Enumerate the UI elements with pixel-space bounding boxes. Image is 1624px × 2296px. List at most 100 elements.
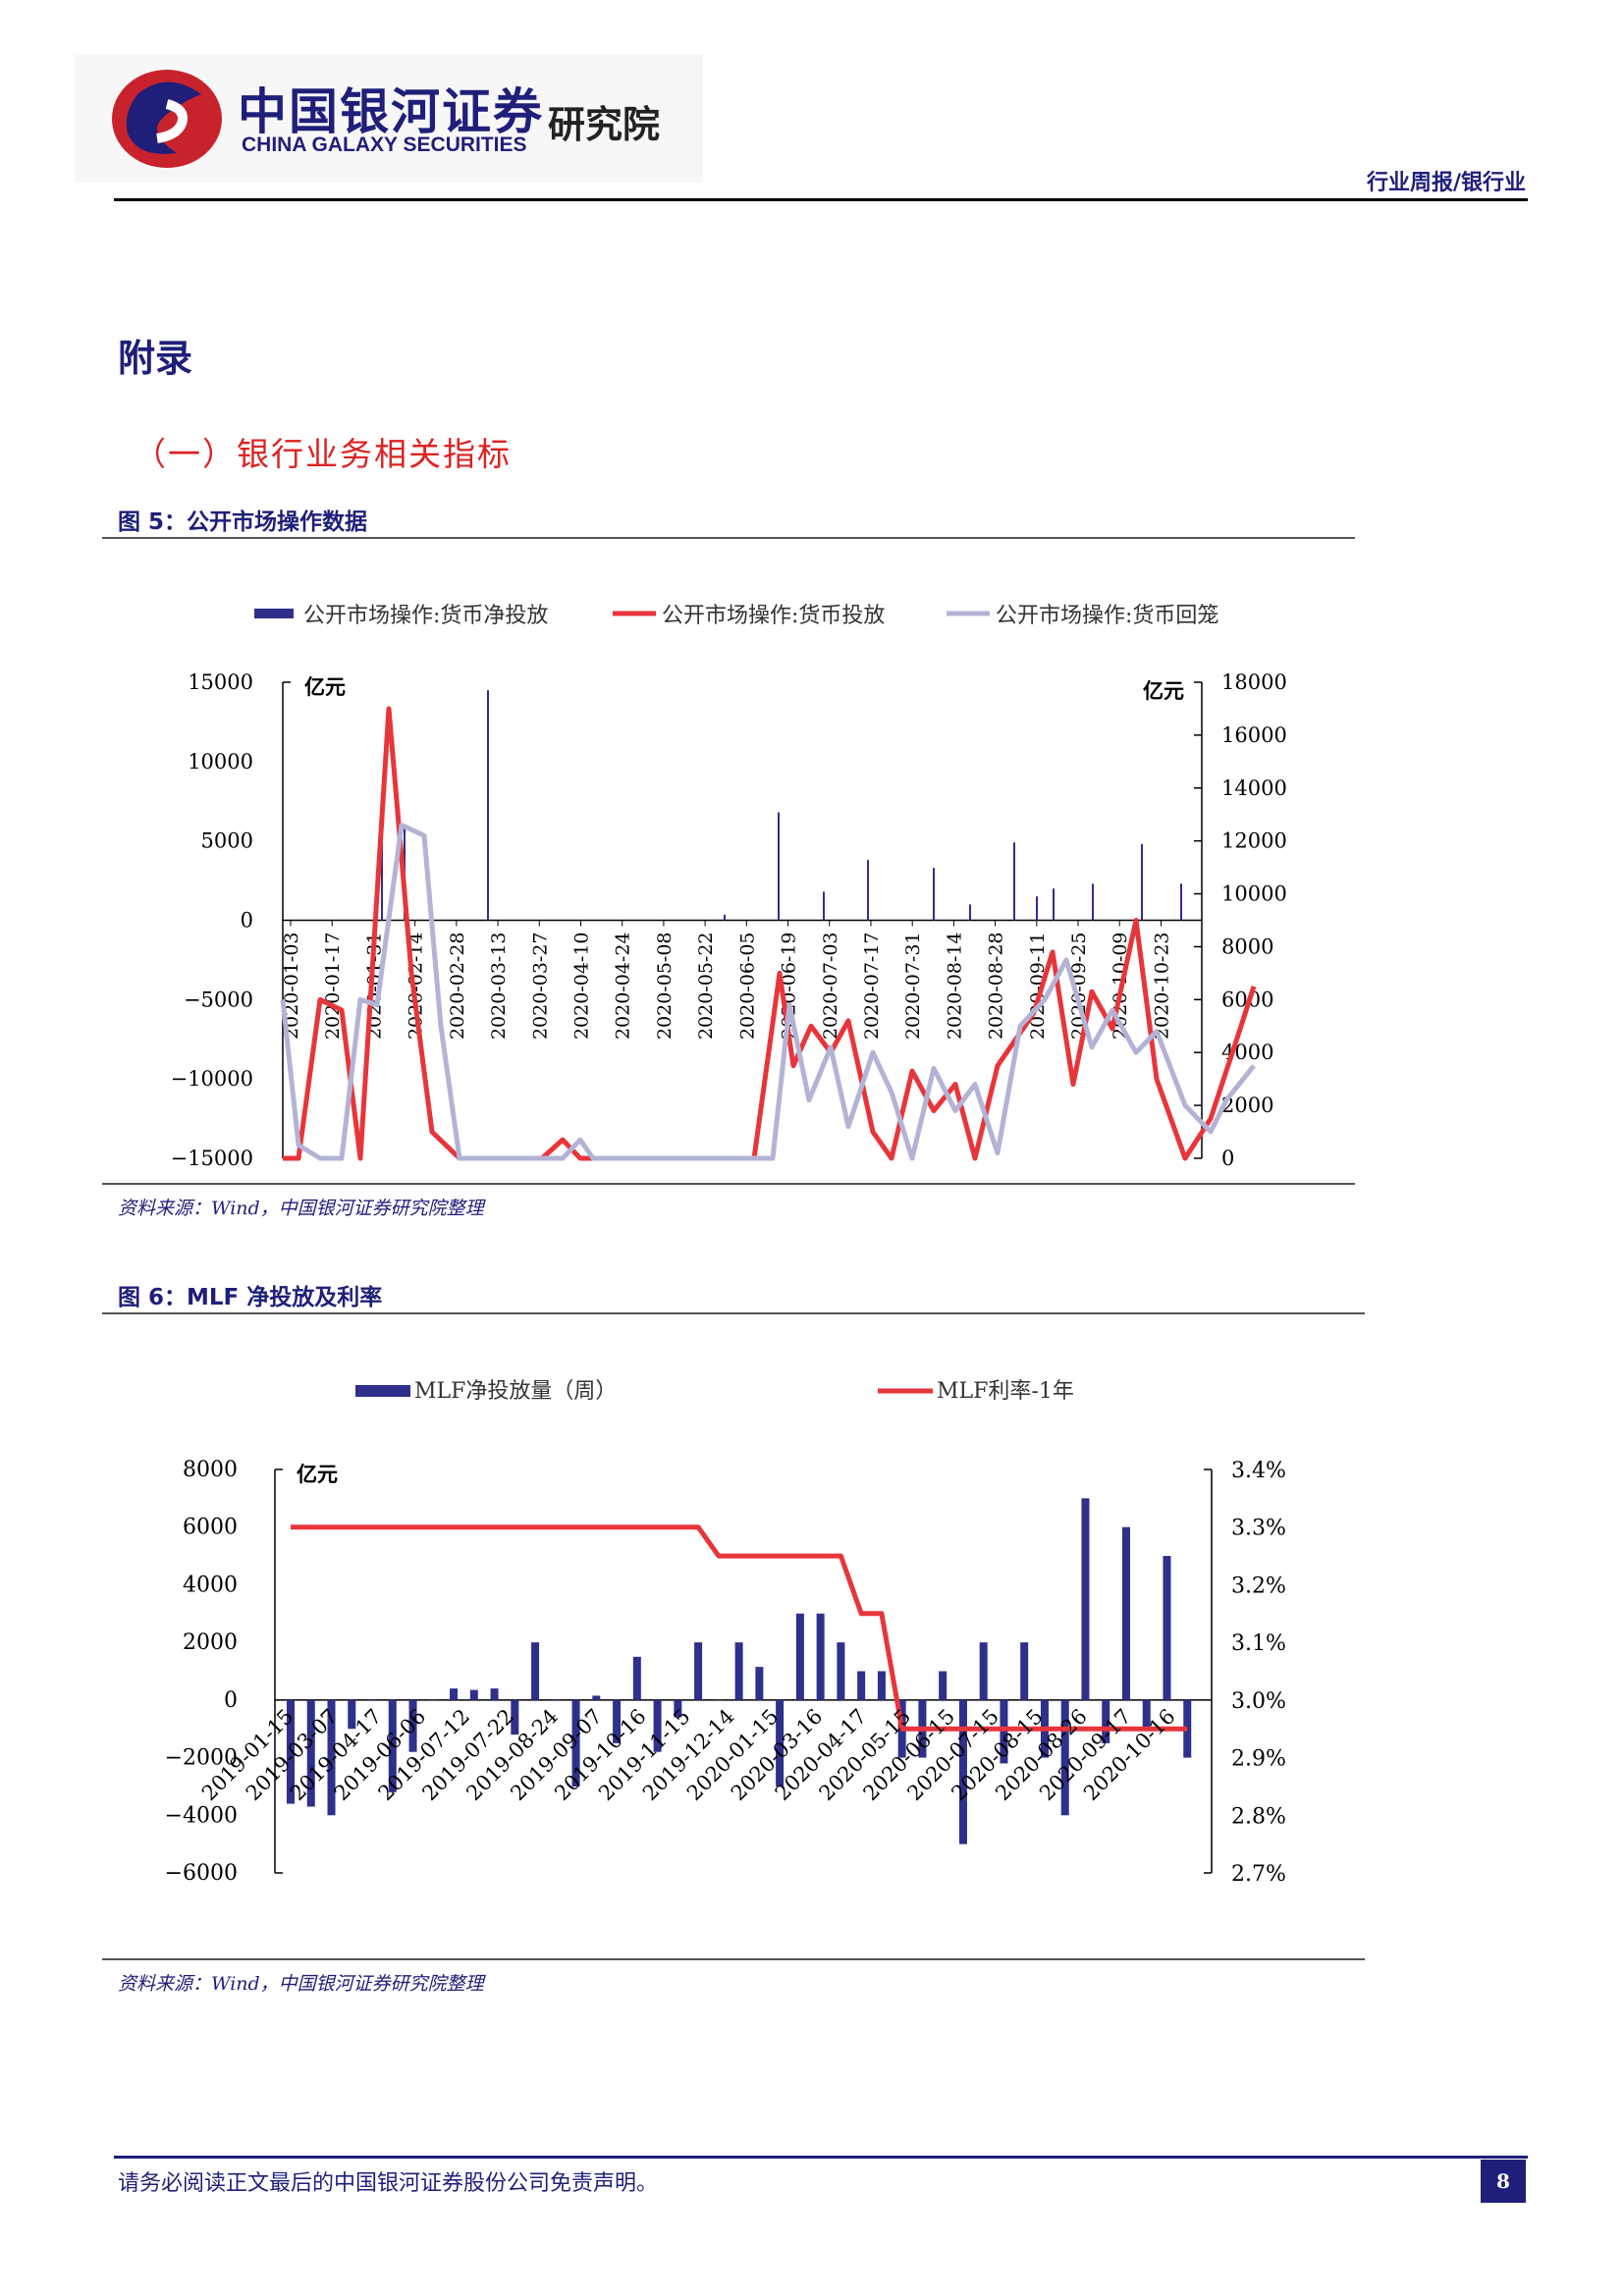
figure-6-title: 图 6：MLF 净投放及利率 bbox=[118, 1285, 383, 1310]
y-tick-right-4: 3.0% bbox=[1231, 1689, 1286, 1714]
series-line-withdrawal bbox=[280, 823, 1256, 1161]
footer-disclaimer: 请务必阅读正文最后的中国银河证券股份公司免责声明。 bbox=[118, 2171, 659, 2196]
y-tick-right-0: 18000 bbox=[1221, 670, 1287, 694]
y-tick-left-1: 10000 bbox=[188, 750, 253, 774]
mlf-bar-0 bbox=[287, 1699, 295, 1804]
mlf-bar-43 bbox=[1163, 1556, 1171, 1700]
x-tick-label-8: 2020-04-24 bbox=[613, 933, 634, 1041]
figure-5-title: 图 5：公开市场操作数据 bbox=[118, 509, 368, 535]
figure-6-top-rule bbox=[102, 1312, 1365, 1314]
mlf-bar-24 bbox=[776, 1699, 785, 1787]
y-tick-right-1: 16000 bbox=[1221, 723, 1287, 747]
y-tick-right-9: 0 bbox=[1221, 1147, 1234, 1170]
mlf-bar-22 bbox=[734, 1642, 743, 1700]
mlf-bar-38 bbox=[1060, 1699, 1069, 1816]
mlf-bar-10 bbox=[490, 1688, 499, 1700]
x-tick-label-14: 2020-07-17 bbox=[861, 933, 883, 1041]
mlf-bar-40 bbox=[1102, 1699, 1110, 1743]
y-tick-left-2: 5000 bbox=[201, 829, 253, 853]
mlf-bar-36 bbox=[1020, 1642, 1029, 1700]
mlf-bar-28 bbox=[857, 1671, 866, 1700]
figure-5-bottom-rule bbox=[102, 1183, 1355, 1185]
x-tick-label-15: 2020-07-31 bbox=[902, 933, 924, 1041]
report-type: 行业周报/银行业 bbox=[1366, 171, 1526, 195]
mlf-bar-21 bbox=[714, 1699, 723, 1701]
mlf-bar-17 bbox=[632, 1656, 641, 1700]
y-tick-right-2: 3.2% bbox=[1231, 1574, 1286, 1598]
mlf-bar-15 bbox=[592, 1695, 601, 1700]
mlf-bar-41 bbox=[1121, 1526, 1130, 1700]
mlf-bar-2 bbox=[327, 1699, 336, 1816]
y-tick-right-1: 3.3% bbox=[1231, 1517, 1286, 1541]
mlf-bar-6 bbox=[408, 1699, 417, 1752]
mlf-bar-19 bbox=[674, 1699, 682, 1718]
y-tick-left-6: −15000 bbox=[171, 1147, 253, 1170]
x-tick-label-6: 2020-03-27 bbox=[529, 933, 551, 1041]
figure-6-source: 资料来源：Wind，中国银河证券研究院整理 bbox=[118, 1973, 484, 1995]
y-tick-left-0: 15000 bbox=[188, 670, 253, 694]
mlf-bar-23 bbox=[755, 1667, 764, 1700]
legend-label-mlf-net: MLF净投放量（周） bbox=[414, 1379, 617, 1404]
mlf-bar-5 bbox=[388, 1699, 397, 1792]
mlf-bar-35 bbox=[1000, 1699, 1008, 1764]
x-tick-label-18: 2020-09-11 bbox=[1027, 933, 1049, 1041]
mlf-bar-3 bbox=[348, 1699, 356, 1730]
y-unit-left: 亿元 bbox=[297, 1462, 338, 1486]
x-tick-label-21: 2020-10-23 bbox=[1151, 933, 1172, 1041]
y-tick-left-5: −2000 bbox=[165, 1746, 238, 1771]
y-tick-right-4: 10000 bbox=[1221, 882, 1287, 906]
legend-swatch-mlf-net bbox=[355, 1385, 410, 1397]
mlf-bar-26 bbox=[816, 1613, 825, 1700]
y-tick-left-4: 0 bbox=[224, 1688, 238, 1713]
mlf-bar-20 bbox=[694, 1642, 703, 1700]
mlf-bar-12 bbox=[531, 1642, 540, 1700]
mlf-bar-14 bbox=[571, 1699, 580, 1787]
mlf-bar-39 bbox=[1081, 1498, 1090, 1700]
section-subtitle: （一）银行业务相关指标 bbox=[134, 435, 512, 473]
mlf-bar-9 bbox=[469, 1689, 478, 1700]
legend-label-2: 公开市场操作:货币回笼 bbox=[996, 604, 1218, 628]
mlf-bar-8 bbox=[450, 1688, 459, 1700]
y-tick-right-5: 2.9% bbox=[1231, 1747, 1286, 1772]
logo-sub: 研究院 bbox=[548, 103, 661, 146]
x-tick-label-1: 2020-01-17 bbox=[322, 933, 344, 1041]
y-tick-left-2: 4000 bbox=[183, 1573, 238, 1597]
footer-divider bbox=[114, 2156, 1528, 2159]
chart-mlf: MLF净投放量（周） MLF利率-1年 8000 6000 4000 2000 0 −2000… bbox=[165, 1379, 1286, 1887]
y-tick-right-3: 3.1% bbox=[1231, 1631, 1286, 1656]
legend-label-1: 公开市场操作:货币投放 bbox=[662, 604, 885, 628]
y-tick-right-2: 14000 bbox=[1221, 776, 1287, 800]
section-title: 附录 bbox=[118, 337, 193, 380]
x-tick-label-19: 2020-09-25 bbox=[1068, 933, 1090, 1041]
mlf-bar-32 bbox=[939, 1671, 947, 1700]
y-tick-left-3: 0 bbox=[241, 909, 253, 933]
mlf-bar-34 bbox=[979, 1642, 988, 1700]
x-tick-label-9: 2020-05-08 bbox=[654, 933, 676, 1041]
y-tick-left-0: 8000 bbox=[183, 1458, 238, 1482]
y-tick-left-5: −10000 bbox=[171, 1067, 253, 1091]
y-tick-left-7: −6000 bbox=[165, 1861, 238, 1886]
y-unit-right: 亿元 bbox=[1143, 678, 1184, 703]
x-tick-label-17: 2020-08-28 bbox=[986, 933, 1007, 1041]
mlf-bar-7 bbox=[429, 1699, 438, 1701]
header-divider bbox=[114, 198, 1528, 201]
mlf-bar-1 bbox=[306, 1699, 315, 1807]
mlf-bar-29 bbox=[877, 1671, 886, 1700]
y-tick-right-7: 2.7% bbox=[1231, 1862, 1286, 1887]
chart-open-market-operations: 公开市场操作:货币净投放 公开市场操作:货币投放 公开市场操作:货币回笼 15000 1… bbox=[171, 604, 1287, 1170]
x-tick-label-4: 2020-02-28 bbox=[447, 933, 468, 1041]
figure-5-top-rule bbox=[102, 537, 1355, 539]
mlf-bar-25 bbox=[795, 1613, 804, 1700]
mlf-bar-18 bbox=[653, 1699, 662, 1752]
series-line-mlf-rate bbox=[291, 1524, 1188, 1732]
y-tick-left-6: −4000 bbox=[165, 1803, 238, 1828]
x-tick-label-16: 2020-08-14 bbox=[944, 933, 965, 1041]
mlf-bar-33 bbox=[958, 1699, 967, 1844]
y-tick-left-1: 6000 bbox=[183, 1516, 238, 1540]
y-tick-left-4: −5000 bbox=[184, 988, 253, 1011]
mlf-bar-16 bbox=[613, 1699, 622, 1743]
mlf-bar-13 bbox=[551, 1699, 560, 1701]
x-tick-label-5: 2020-03-13 bbox=[488, 933, 510, 1041]
x-tick-label-10: 2020-05-22 bbox=[695, 933, 717, 1041]
x-tick-label-11: 2020-06-05 bbox=[736, 933, 758, 1041]
